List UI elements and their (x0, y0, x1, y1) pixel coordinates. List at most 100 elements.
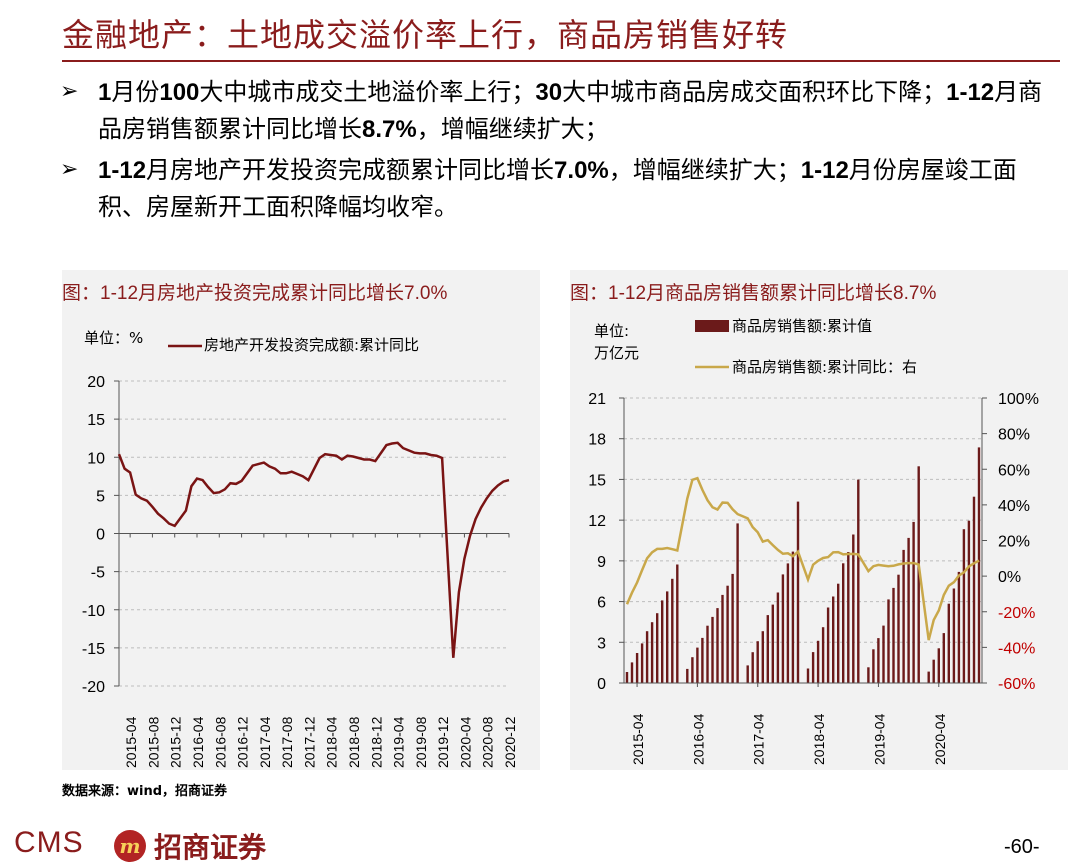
bullet-1: ➢ 1月份100大中城市成交土地溢价率上行；30大中城市商品房成交面积环比下降；… (60, 74, 1058, 148)
sales-bar (706, 625, 709, 683)
sales-bar (912, 521, 915, 683)
series-line-investment-yoy (117, 441, 510, 658)
sales-bar (771, 604, 774, 683)
unit-label-line1: 单位: (594, 322, 629, 340)
x-tick-label: 2018-04 (811, 713, 827, 765)
sales-bar (957, 571, 961, 683)
y-tick-label: -10 (82, 603, 105, 620)
bullet-2-segment: 月份房屋竣工面积、房屋新开工面积降幅均收窄。 (98, 156, 1017, 221)
x-tick-label: 2017-04 (751, 713, 767, 765)
sales-bar (711, 616, 714, 683)
x-tick-label: 2015-12 (168, 716, 184, 768)
sales-bar (857, 479, 860, 683)
sales-bar (650, 622, 654, 683)
x-tick-label: 2020-08 (480, 716, 496, 768)
y-right-tick-label: 60% (998, 462, 1030, 479)
chart-panel-sales: 图：1-12月商品房销售额累计同比增长8.7% 单位: 万亿元 商品房销售额:累… (570, 270, 1068, 770)
bullet-1-segment: 8.7% (362, 116, 417, 143)
y-tick-label: -5 (91, 565, 105, 582)
y-tick-label: 18 (588, 432, 606, 449)
sales-bar (630, 662, 634, 683)
sales-bar (917, 466, 920, 683)
x-tick-label: 2016-08 (212, 716, 228, 768)
sales-bar (806, 668, 810, 683)
sales-bar (761, 631, 764, 683)
sales-bar (666, 591, 669, 683)
x-tick-label: 2017-12 (301, 716, 317, 768)
sales-bar (635, 653, 639, 683)
y-tick-label: 21 (588, 391, 606, 408)
sales-bar (736, 523, 739, 683)
y-tick-label: 9 (597, 554, 606, 571)
bullet-1-text: 1月份100大中城市成交土地溢价率上行；30大中城市商品房成交面积环比下降；1-… (98, 74, 1058, 148)
chart-panel-investment: 图：1-12月房地产投资完成累计同比增长7.0% 单位：% 房地产开发投资完成额… (62, 270, 540, 770)
y-tick-label: -20 (82, 679, 105, 696)
sales-bar (796, 501, 800, 683)
x-tick-label: 2017-04 (257, 716, 273, 768)
logo-mark-icon: m (114, 830, 146, 862)
page-number: -60- (1004, 836, 1040, 858)
sales-bar (756, 641, 759, 683)
x-tick-label: 2018-04 (324, 716, 340, 768)
bullet-1-segment: 大中城市商品房成交面积环比下降； (562, 78, 947, 106)
sales-bar (696, 647, 699, 683)
bullet-1-segment: 月份 (111, 78, 160, 106)
sales-bar (781, 574, 785, 683)
sales-bar (716, 608, 719, 683)
legend-label: 房地产开发投资完成额:累计同比 (204, 336, 419, 354)
sales-bar (897, 574, 900, 683)
unit-label-line2: 万亿元 (594, 344, 639, 362)
bullet-1-segment: ，增幅继续扩大； (416, 115, 609, 143)
sales-bar (962, 529, 966, 683)
y-right-tick-label: 0% (998, 569, 1021, 586)
bullet-1-segment: 1-12 (946, 79, 995, 106)
y-tick-label: 15 (87, 412, 105, 429)
legend-label-line: 商品房销售额:累计同比：右 (732, 358, 917, 376)
data-source-note: 数据来源：wind，招商证券 (62, 784, 228, 799)
y-tick-label: 10 (87, 450, 105, 467)
sales-bar (877, 638, 880, 683)
bullet-1-segment: 30 (535, 79, 563, 106)
x-tick-label: 2019-08 (413, 716, 429, 768)
x-tick-label: 2020-04 (457, 716, 473, 768)
sales-bar (842, 563, 845, 683)
x-tick-label: 2015-04 (123, 716, 139, 768)
x-tick-label: 2019-12 (435, 716, 451, 768)
bullet-2-segment: 1-12 (98, 157, 147, 184)
sales-bar (832, 596, 835, 683)
sales-bar (972, 496, 976, 683)
sales-bar (701, 637, 704, 683)
y-tick-label: 5 (96, 488, 105, 505)
sales-bar (821, 627, 825, 683)
sales-bar (645, 631, 649, 683)
y-right-tick-label: -60% (998, 676, 1035, 693)
sales-bar (952, 588, 956, 683)
chart-title-investment: 图：1-12月房地产投资完成累计同比增长7.0% (62, 283, 448, 304)
sales-bar (721, 594, 724, 683)
y-tick-label: 12 (588, 513, 606, 530)
bullet-2-text: 1-12月房地产开发投资完成额累计同比增长7.0%，增幅继续扩大；1-12月份房… (98, 152, 1058, 225)
y-tick-label: 0 (96, 527, 105, 544)
bullet-1-segment: 1 (98, 79, 112, 106)
x-tick-label: 2018-12 (368, 716, 384, 768)
sales-bar (947, 603, 950, 683)
unit-label: 单位：% (84, 329, 143, 347)
sales-bar (766, 615, 769, 683)
logo-text-cn: 招商证券 (154, 831, 267, 864)
sales-bar-line-chart: 单位: 万亿元 商品房销售额:累计值 商品房销售额:累计同比：右 21 18 15 1… (588, 317, 1039, 765)
bullet-arrow-icon: ➢ (60, 157, 79, 182)
sales-bar (852, 534, 855, 683)
logo-text-cms: CMS (14, 826, 84, 859)
y-tick-label: 15 (588, 472, 606, 489)
sales-bar (872, 649, 875, 683)
sales-bar (676, 564, 679, 683)
sales-bar (892, 587, 895, 683)
sales-bar (902, 549, 905, 683)
series-line-sales-yoy (625, 476, 980, 641)
sales-bar (731, 573, 734, 683)
chart-title-sales: 图：1-12月商品房销售额累计同比增长8.7% (570, 283, 937, 304)
sales-bar (977, 447, 981, 683)
sales-bar (907, 537, 910, 683)
y-tick-label: -15 (82, 641, 105, 658)
bullet-2-segment: ，增幅继续扩大； (608, 156, 801, 184)
